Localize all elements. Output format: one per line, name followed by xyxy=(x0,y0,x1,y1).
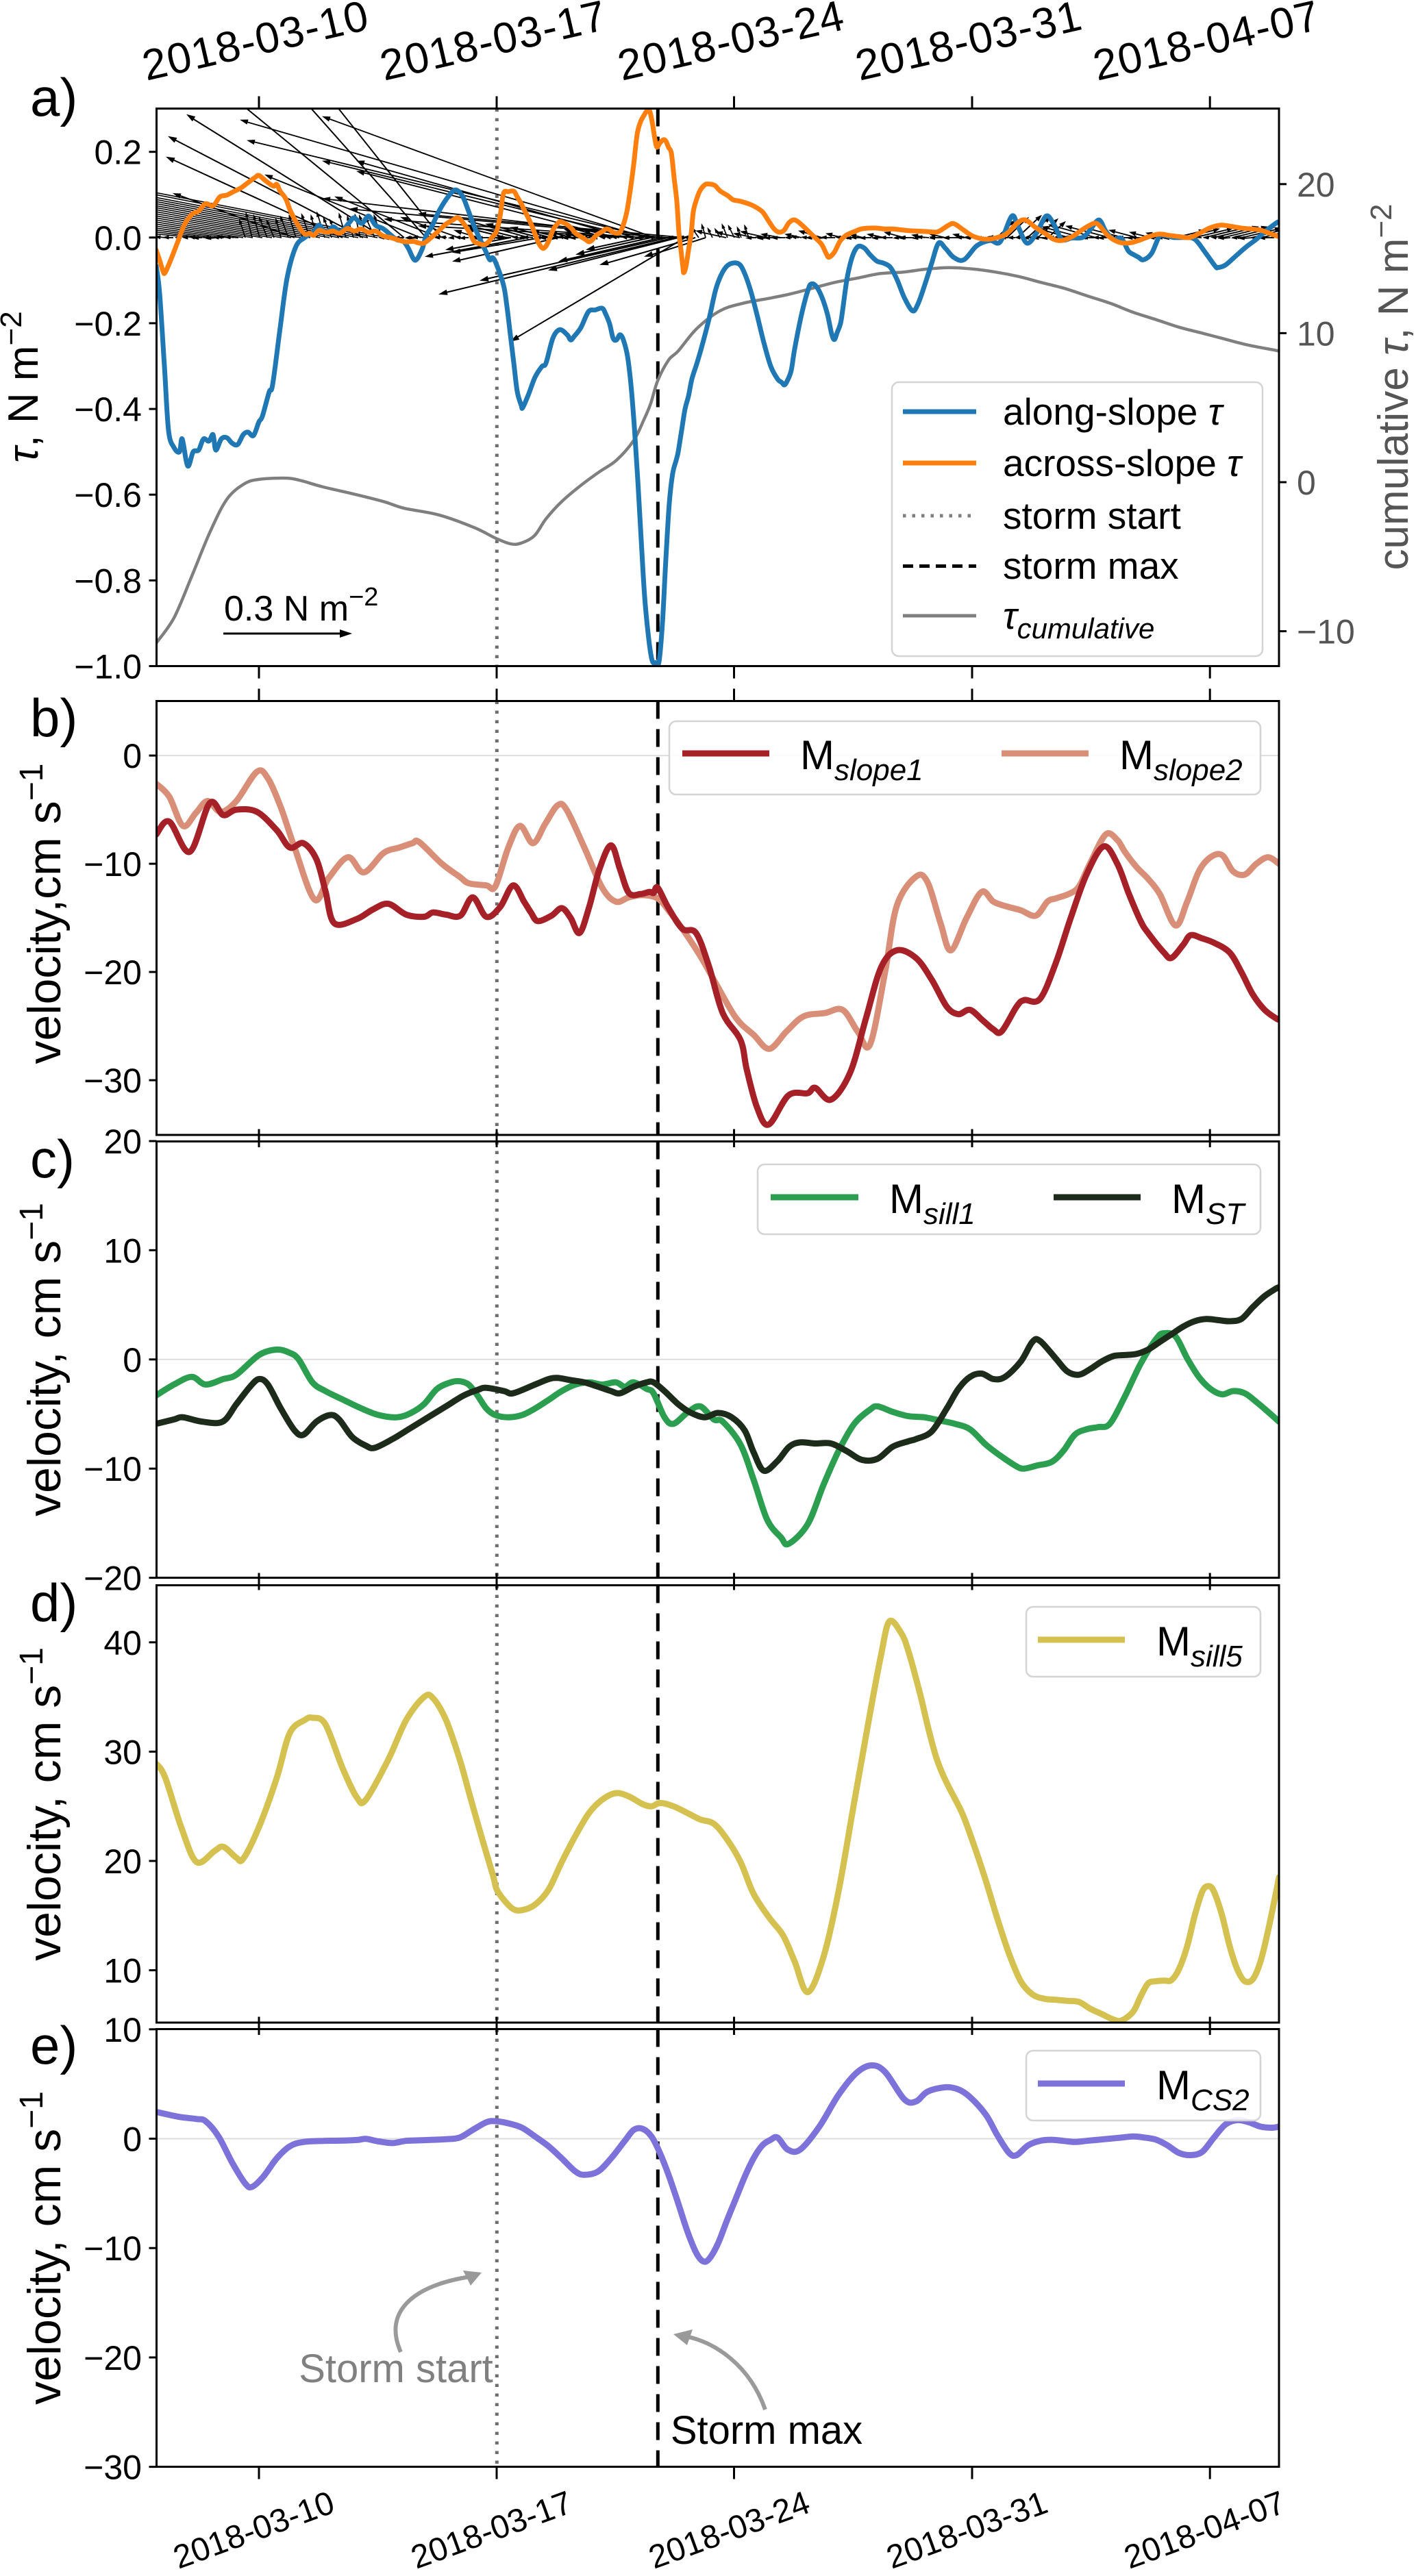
svg-text:0: 0 xyxy=(123,2121,142,2159)
svg-text:Storm max: Storm max xyxy=(671,2408,862,2453)
svg-text:−20: −20 xyxy=(84,953,142,992)
svg-text:0: 0 xyxy=(1297,464,1316,502)
svg-text:−0.8: −0.8 xyxy=(74,562,142,600)
svg-text:storm start: storm start xyxy=(1003,495,1181,537)
svg-text:20: 20 xyxy=(103,1123,142,1161)
svg-text:−20: −20 xyxy=(84,1560,142,1598)
svg-text:30: 30 xyxy=(103,1733,142,1771)
svg-text:−10: −10 xyxy=(84,1450,142,1488)
svg-text:b): b) xyxy=(30,688,77,748)
svg-text:velocity, cm s−1: velocity, cm s−1 xyxy=(14,1647,71,1961)
svg-text:τcumulative: τcumulative xyxy=(1003,595,1154,645)
svg-text:10: 10 xyxy=(103,2011,142,2049)
svg-text:10: 10 xyxy=(1297,314,1335,353)
svg-text:−0.4: −0.4 xyxy=(74,390,142,429)
svg-text:storm max: storm max xyxy=(1003,545,1179,587)
svg-text:10: 10 xyxy=(103,1231,142,1270)
svg-text:−0.2: −0.2 xyxy=(74,305,142,343)
svg-text:0: 0 xyxy=(123,737,142,775)
svg-text:across-slope τ: across-slope τ xyxy=(1003,442,1243,484)
svg-text:−10: −10 xyxy=(1297,613,1355,651)
svg-text:0.2: 0.2 xyxy=(94,134,142,172)
svg-text:−10: −10 xyxy=(84,845,142,884)
svg-text:c): c) xyxy=(30,1129,75,1189)
svg-text:−0.6: −0.6 xyxy=(74,476,142,514)
svg-text:0.0: 0.0 xyxy=(94,219,142,258)
svg-text:Storm start: Storm start xyxy=(299,2347,493,2391)
svg-text:velocity, cm s−1: velocity, cm s−1 xyxy=(14,1203,71,1516)
svg-text:e): e) xyxy=(30,2015,77,2075)
svg-text:20: 20 xyxy=(103,1842,142,1881)
svg-text:−10: −10 xyxy=(84,2229,142,2268)
svg-text:40: 40 xyxy=(103,1624,142,1662)
svg-text:20: 20 xyxy=(1297,166,1335,204)
svg-text:10: 10 xyxy=(103,1952,142,1990)
svg-text:velocity, cm s−1: velocity, cm s−1 xyxy=(14,2091,71,2405)
svg-text:a): a) xyxy=(30,67,77,127)
svg-text:d): d) xyxy=(30,1573,77,1633)
svg-text:velocity,cm s−1: velocity,cm s−1 xyxy=(14,764,71,1064)
svg-text:−30: −30 xyxy=(84,2449,142,2487)
svg-text:0: 0 xyxy=(123,1341,142,1379)
svg-text:along-slope τ: along-slope τ xyxy=(1003,390,1225,433)
svg-text:−20: −20 xyxy=(84,2339,142,2377)
svg-text:−30: −30 xyxy=(84,1062,142,1100)
svg-text:cumulative τ, N m−2: cumulative τ, N m−2 xyxy=(1365,203,1416,570)
svg-text:−1.0: −1.0 xyxy=(74,648,142,686)
